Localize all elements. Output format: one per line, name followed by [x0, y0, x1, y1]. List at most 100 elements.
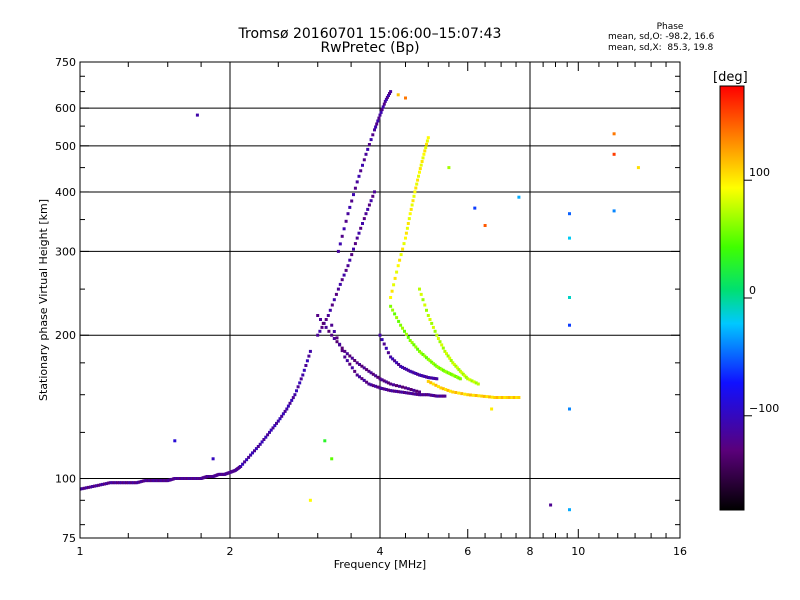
trace-point [401, 365, 404, 369]
x-tick-label: 16 [673, 545, 687, 558]
trace-point [138, 480, 142, 484]
trace-point [423, 393, 427, 397]
trace-point [324, 318, 328, 321]
trace-point [340, 349, 344, 353]
trace-point [445, 352, 448, 356]
trace-point [367, 382, 371, 386]
trace-point [116, 481, 120, 485]
trace-point [396, 264, 400, 268]
trace-point [319, 318, 322, 321]
trace-point [376, 385, 380, 389]
trace-point [350, 356, 354, 360]
trace-point [350, 253, 354, 257]
trace-point [423, 149, 427, 153]
trace-point [397, 319, 401, 323]
trace-point [355, 236, 359, 240]
y-axis-label: Stationary phase Virtual Height [km] [37, 199, 50, 401]
trace-point [441, 387, 445, 391]
trace-point [399, 323, 403, 327]
trace-point [249, 453, 253, 457]
trace-point [393, 389, 397, 393]
trace-point [404, 391, 408, 395]
trace-point [340, 278, 344, 282]
trace-point [418, 393, 421, 397]
trace-point [412, 392, 416, 396]
trace-point [410, 392, 414, 396]
trace-point [379, 110, 383, 114]
scatter-point [549, 503, 553, 507]
trace-point [439, 386, 443, 390]
trace-point [371, 384, 375, 388]
trace-point [404, 231, 408, 235]
trace-point [344, 268, 348, 272]
colorbar-tick-label: 100 [749, 166, 770, 179]
trace-point [397, 363, 401, 366]
trace-point [386, 388, 390, 392]
trace-point [441, 394, 445, 398]
trace-point [308, 349, 312, 353]
trace-point [362, 158, 366, 162]
trace-point [340, 234, 344, 238]
trace-point [269, 428, 273, 432]
trace-point [482, 394, 486, 398]
phase-colorbar [719, 85, 745, 511]
trace-point [413, 190, 417, 194]
trace-point [472, 380, 476, 384]
trace-point [431, 362, 435, 366]
scatter-point [568, 212, 571, 216]
trace-point [290, 398, 294, 402]
trace-point [401, 247, 405, 251]
trace-point [430, 360, 434, 364]
trace-point [391, 357, 395, 361]
trace-point [419, 351, 423, 355]
trace-point [404, 367, 408, 371]
trace-point [273, 424, 277, 428]
trace-point [435, 394, 439, 398]
trace-point [382, 387, 386, 391]
trace-point [330, 333, 334, 337]
trace-point [512, 396, 516, 399]
trace-point [140, 479, 144, 483]
trace-point [389, 90, 393, 94]
trace-point [428, 359, 432, 363]
scatter-point [568, 236, 571, 240]
trace-point [362, 217, 366, 221]
trace-point [395, 270, 399, 274]
trace-point [469, 393, 472, 397]
trace-point [418, 167, 422, 171]
trace-point [375, 122, 379, 126]
trace-point [433, 329, 437, 333]
trace-point [82, 486, 86, 490]
trace-point [495, 396, 499, 399]
trace-point [342, 273, 346, 277]
trace-point [488, 395, 492, 399]
trace-point [332, 337, 336, 340]
trace-point [408, 369, 412, 373]
trace-point [371, 372, 375, 376]
trace-point [405, 226, 409, 230]
trace-point [385, 95, 389, 99]
trace-point [357, 174, 361, 178]
trace-point [353, 359, 357, 362]
trace-point [433, 377, 437, 380]
trace-point [382, 102, 386, 106]
trace-point [84, 486, 88, 490]
trace-point [424, 146, 428, 150]
trace-point [389, 355, 393, 359]
trace-point [345, 352, 349, 356]
trace-point [348, 362, 352, 366]
trace-point [276, 419, 280, 423]
trace-point [369, 371, 373, 375]
trace-point [86, 485, 90, 489]
scatter-point [612, 152, 616, 156]
trace-point [415, 182, 419, 186]
trace-point [320, 325, 324, 329]
trace-point [381, 105, 385, 109]
trace-point [408, 212, 412, 216]
trace-point [383, 99, 387, 103]
trace-point [412, 371, 416, 375]
trace-point [371, 133, 375, 137]
trace-point [266, 433, 270, 437]
trace-point [451, 390, 455, 394]
trace-point [426, 357, 430, 361]
